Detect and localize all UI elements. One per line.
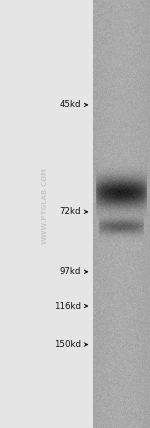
Text: 72kd: 72kd (60, 207, 81, 217)
Text: WWW.PTGLAB.COM: WWW.PTGLAB.COM (42, 167, 48, 244)
Text: 150kd: 150kd (54, 340, 81, 349)
Text: 116kd: 116kd (54, 301, 81, 311)
Text: 97kd: 97kd (60, 267, 81, 276)
Text: 45kd: 45kd (60, 100, 81, 110)
